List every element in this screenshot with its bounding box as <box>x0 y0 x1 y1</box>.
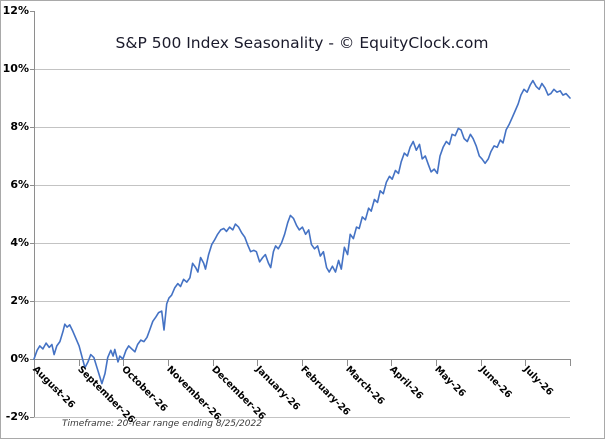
seasonality-line-series <box>33 79 571 385</box>
y-axis-label: 10% <box>2 62 29 75</box>
y-axis-label: -2% <box>5 410 29 423</box>
chart-title: S&P 500 Index Seasonality - © EquityCloc… <box>115 34 489 52</box>
y-axis-label: 8% <box>10 120 29 133</box>
timeframe-note: Timeframe: 20-Year range ending 8/25/202… <box>62 419 262 429</box>
y-axis-label: 0% <box>10 352 29 365</box>
y-axis-label: 4% <box>10 236 29 249</box>
y-axis-label: 2% <box>10 294 29 307</box>
y-axis-label: 6% <box>10 178 29 191</box>
y-axis-label: 12% <box>2 4 29 17</box>
